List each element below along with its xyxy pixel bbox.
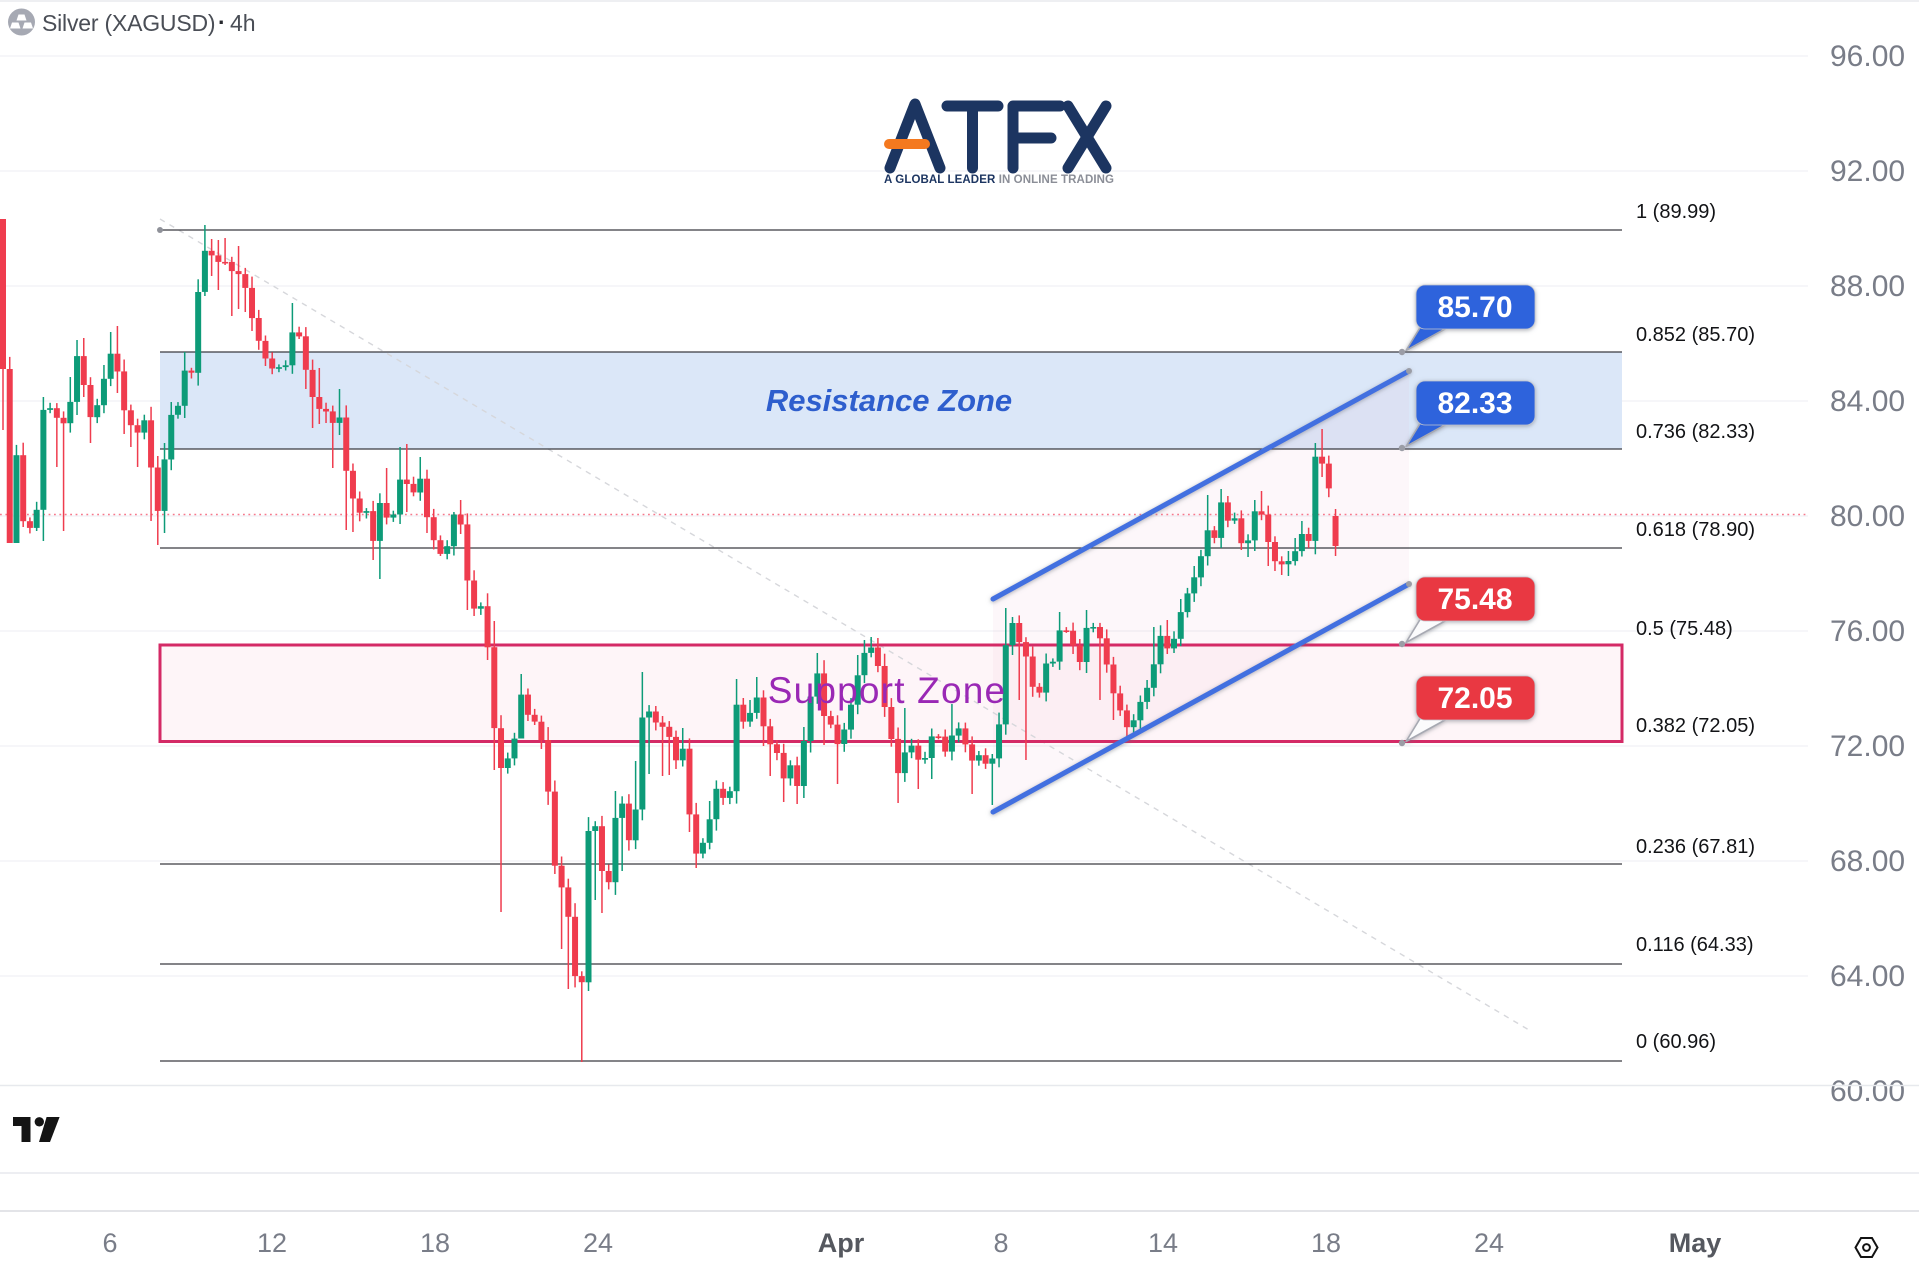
svg-text:A GLOBAL LEADER IN ONLINE TRAD: A GLOBAL LEADER IN ONLINE TRADING xyxy=(884,174,1114,186)
svg-text:24: 24 xyxy=(583,1228,613,1258)
svg-text:72.05: 72.05 xyxy=(1437,682,1512,715)
svg-text:96.00: 96.00 xyxy=(1830,40,1905,73)
svg-text:·: · xyxy=(218,9,226,35)
svg-text:0.236 (67.81): 0.236 (67.81) xyxy=(1636,836,1755,858)
svg-text:82.33: 82.33 xyxy=(1437,387,1512,420)
svg-text:76.00: 76.00 xyxy=(1830,615,1905,648)
svg-text:Silver (XAGUSD): Silver (XAGUSD) xyxy=(42,10,215,36)
svg-text:88.00: 88.00 xyxy=(1830,270,1905,303)
svg-text:24: 24 xyxy=(1474,1228,1504,1258)
svg-text:May: May xyxy=(1669,1228,1722,1258)
svg-text:0.736 (82.33): 0.736 (82.33) xyxy=(1636,421,1755,443)
svg-text:4h: 4h xyxy=(230,10,256,36)
svg-text:80.00: 80.00 xyxy=(1830,500,1905,533)
svg-text:60.00: 60.00 xyxy=(1830,1075,1905,1108)
svg-text:72.00: 72.00 xyxy=(1830,730,1905,763)
svg-text:8: 8 xyxy=(993,1228,1008,1258)
svg-text:0.618 (78.90): 0.618 (78.90) xyxy=(1636,519,1755,541)
svg-text:92.00: 92.00 xyxy=(1830,155,1905,188)
svg-text:84.00: 84.00 xyxy=(1830,385,1905,418)
svg-text:1 (89.99): 1 (89.99) xyxy=(1636,201,1716,223)
svg-text:64.00: 64.00 xyxy=(1830,960,1905,993)
svg-text:75.48: 75.48 xyxy=(1437,583,1512,616)
svg-text:0.852 (85.70): 0.852 (85.70) xyxy=(1636,324,1755,346)
svg-text:18: 18 xyxy=(420,1228,450,1258)
svg-text:0.5 (75.48): 0.5 (75.48) xyxy=(1636,618,1733,640)
svg-text:Support Zone: Support Zone xyxy=(768,670,1007,711)
svg-text:18: 18 xyxy=(1311,1228,1341,1258)
svg-text:Apr: Apr xyxy=(818,1228,865,1258)
svg-text:6: 6 xyxy=(102,1228,117,1258)
svg-text:0 (60.96): 0 (60.96) xyxy=(1636,1031,1716,1053)
svg-text:Resistance Zone: Resistance Zone xyxy=(766,383,1012,418)
svg-text:68.00: 68.00 xyxy=(1830,845,1905,878)
svg-text:14: 14 xyxy=(1148,1228,1178,1258)
svg-text:0.382 (72.05): 0.382 (72.05) xyxy=(1636,715,1755,737)
svg-text:85.70: 85.70 xyxy=(1437,291,1512,324)
svg-text:0.116 (64.33): 0.116 (64.33) xyxy=(1636,934,1754,956)
svg-text:12: 12 xyxy=(257,1228,287,1258)
